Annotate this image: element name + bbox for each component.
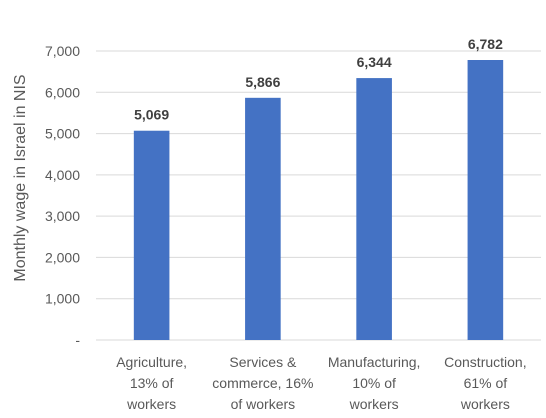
y-tick-label: 3,000 [45, 208, 80, 224]
gridlines [96, 50, 541, 341]
x-tick-label-line: commerce, 16% [212, 375, 313, 391]
x-tick-label-line: Construction, [444, 354, 526, 370]
x-tick-label-line: Services & [229, 354, 297, 370]
x-tick-label-line: 61% of [464, 375, 508, 391]
x-axis-ticks: Agriculture, 13% of workers Services & comme… [116, 354, 526, 412]
x-tick-label-line: 13% of [130, 375, 174, 391]
data-label: 6,782 [468, 36, 503, 52]
y-axis-ticks: - 1,000 2,000 3,000 4,000 5,000 6,000 7,000 [45, 43, 80, 348]
bar [133, 130, 170, 340]
y-tick-label: 6,000 [45, 84, 80, 100]
bar [467, 60, 504, 341]
x-tick-label-line: of workers [231, 396, 296, 412]
x-tick-label-line: workers [349, 396, 399, 412]
x-tick-label-line: Manufacturing, [328, 354, 421, 370]
y-tick-label: 5,000 [45, 126, 80, 142]
y-tick-label: - [75, 332, 80, 348]
y-tick-label: 1,000 [45, 291, 80, 307]
data-label: 5,069 [134, 107, 169, 123]
x-tick-label: Services & commerce, 16% of workers [212, 354, 313, 412]
y-tick-label: 7,000 [45, 43, 80, 59]
y-axis-title: Monthly wage in Israel in NIS [12, 74, 29, 281]
x-tick-label-line: Agriculture, [116, 354, 187, 370]
x-tick-label: Agriculture, 13% of workers [116, 354, 187, 412]
x-tick-label: Manufacturing, 10% of workers [328, 354, 421, 412]
x-tick-label-line: workers [460, 396, 510, 412]
y-tick-label: 2,000 [45, 249, 80, 265]
bars [133, 60, 504, 341]
bar [245, 97, 281, 341]
y-tick-label: 4,000 [45, 167, 80, 183]
x-tick-label-line: workers [126, 396, 176, 412]
data-label: 5,866 [245, 74, 280, 90]
data-labels: 5,069 5,866 6,344 6,782 [134, 36, 503, 123]
data-label: 6,344 [357, 54, 392, 70]
bar [356, 78, 392, 340]
x-tick-label-line: 10% of [352, 375, 396, 391]
x-tick-label: Construction, 61% of workers [444, 354, 526, 412]
